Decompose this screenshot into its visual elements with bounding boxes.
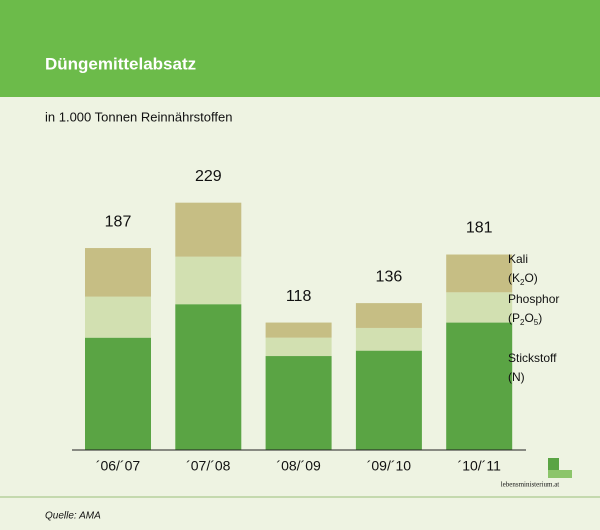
bar-segment — [175, 304, 242, 450]
legend-text: O) — [524, 271, 537, 285]
x-tick-label: ´09/´10 — [367, 458, 412, 474]
bar-segment — [85, 337, 151, 450]
logo-mark — [548, 470, 572, 478]
legend-text: Stickstoff — [508, 351, 557, 365]
total-label: 118 — [286, 288, 312, 305]
bar-segment — [85, 296, 151, 338]
legend-text: O — [524, 311, 533, 325]
bar-segment — [265, 356, 332, 450]
total-label: 187 — [105, 213, 132, 230]
total-label: 181 — [466, 220, 493, 237]
legend-text: 2 — [520, 278, 525, 287]
total-label: 229 — [195, 168, 222, 185]
bar-segment — [355, 327, 422, 351]
source: Quelle: AMA — [45, 511, 101, 522]
legend-text: Phosphor — [508, 292, 559, 306]
total-label: 136 — [376, 268, 403, 285]
x-tick-label: ´06/´07 — [96, 458, 141, 474]
header-band — [0, 0, 600, 97]
legend-label: Kali (K2O) — [508, 252, 538, 287]
logo-text: lebensministerium.at — [501, 481, 560, 489]
x-tick-label: ´10/´11 — [458, 458, 502, 474]
bar-segment — [175, 256, 242, 305]
subtitle: in 1.000 Tonnen Reinnährstoffen — [45, 109, 232, 124]
bar-segment — [446, 292, 513, 323]
legend-text: 5 — [534, 318, 539, 327]
bar-segment — [175, 202, 242, 257]
legend-text: (K — [508, 271, 520, 285]
legend-text: (N) — [508, 370, 525, 384]
bar-segment — [446, 254, 513, 293]
bar-segment — [265, 337, 332, 357]
bar-segment — [355, 350, 422, 450]
legend-text: (P — [508, 311, 520, 325]
bar-segment — [355, 303, 422, 328]
legend-label: Stickstoff (N) — [508, 351, 557, 384]
logo: lebensministerium.at — [501, 458, 572, 489]
bar-segment — [265, 322, 332, 338]
legend-text: 2 — [520, 318, 525, 327]
chart-title: Düngemittelabsatz — [45, 54, 196, 73]
x-tick-label: ´07/´08 — [186, 458, 231, 474]
legend-text: ) — [538, 311, 542, 325]
legend-label: Phosphor (P2O5) — [508, 292, 559, 327]
bar-segment — [446, 322, 513, 450]
logo-mark — [548, 458, 559, 478]
bar-segment — [85, 248, 151, 297]
x-tick-label: ´08/´09 — [276, 458, 321, 474]
legend-text: Kali — [508, 252, 528, 266]
